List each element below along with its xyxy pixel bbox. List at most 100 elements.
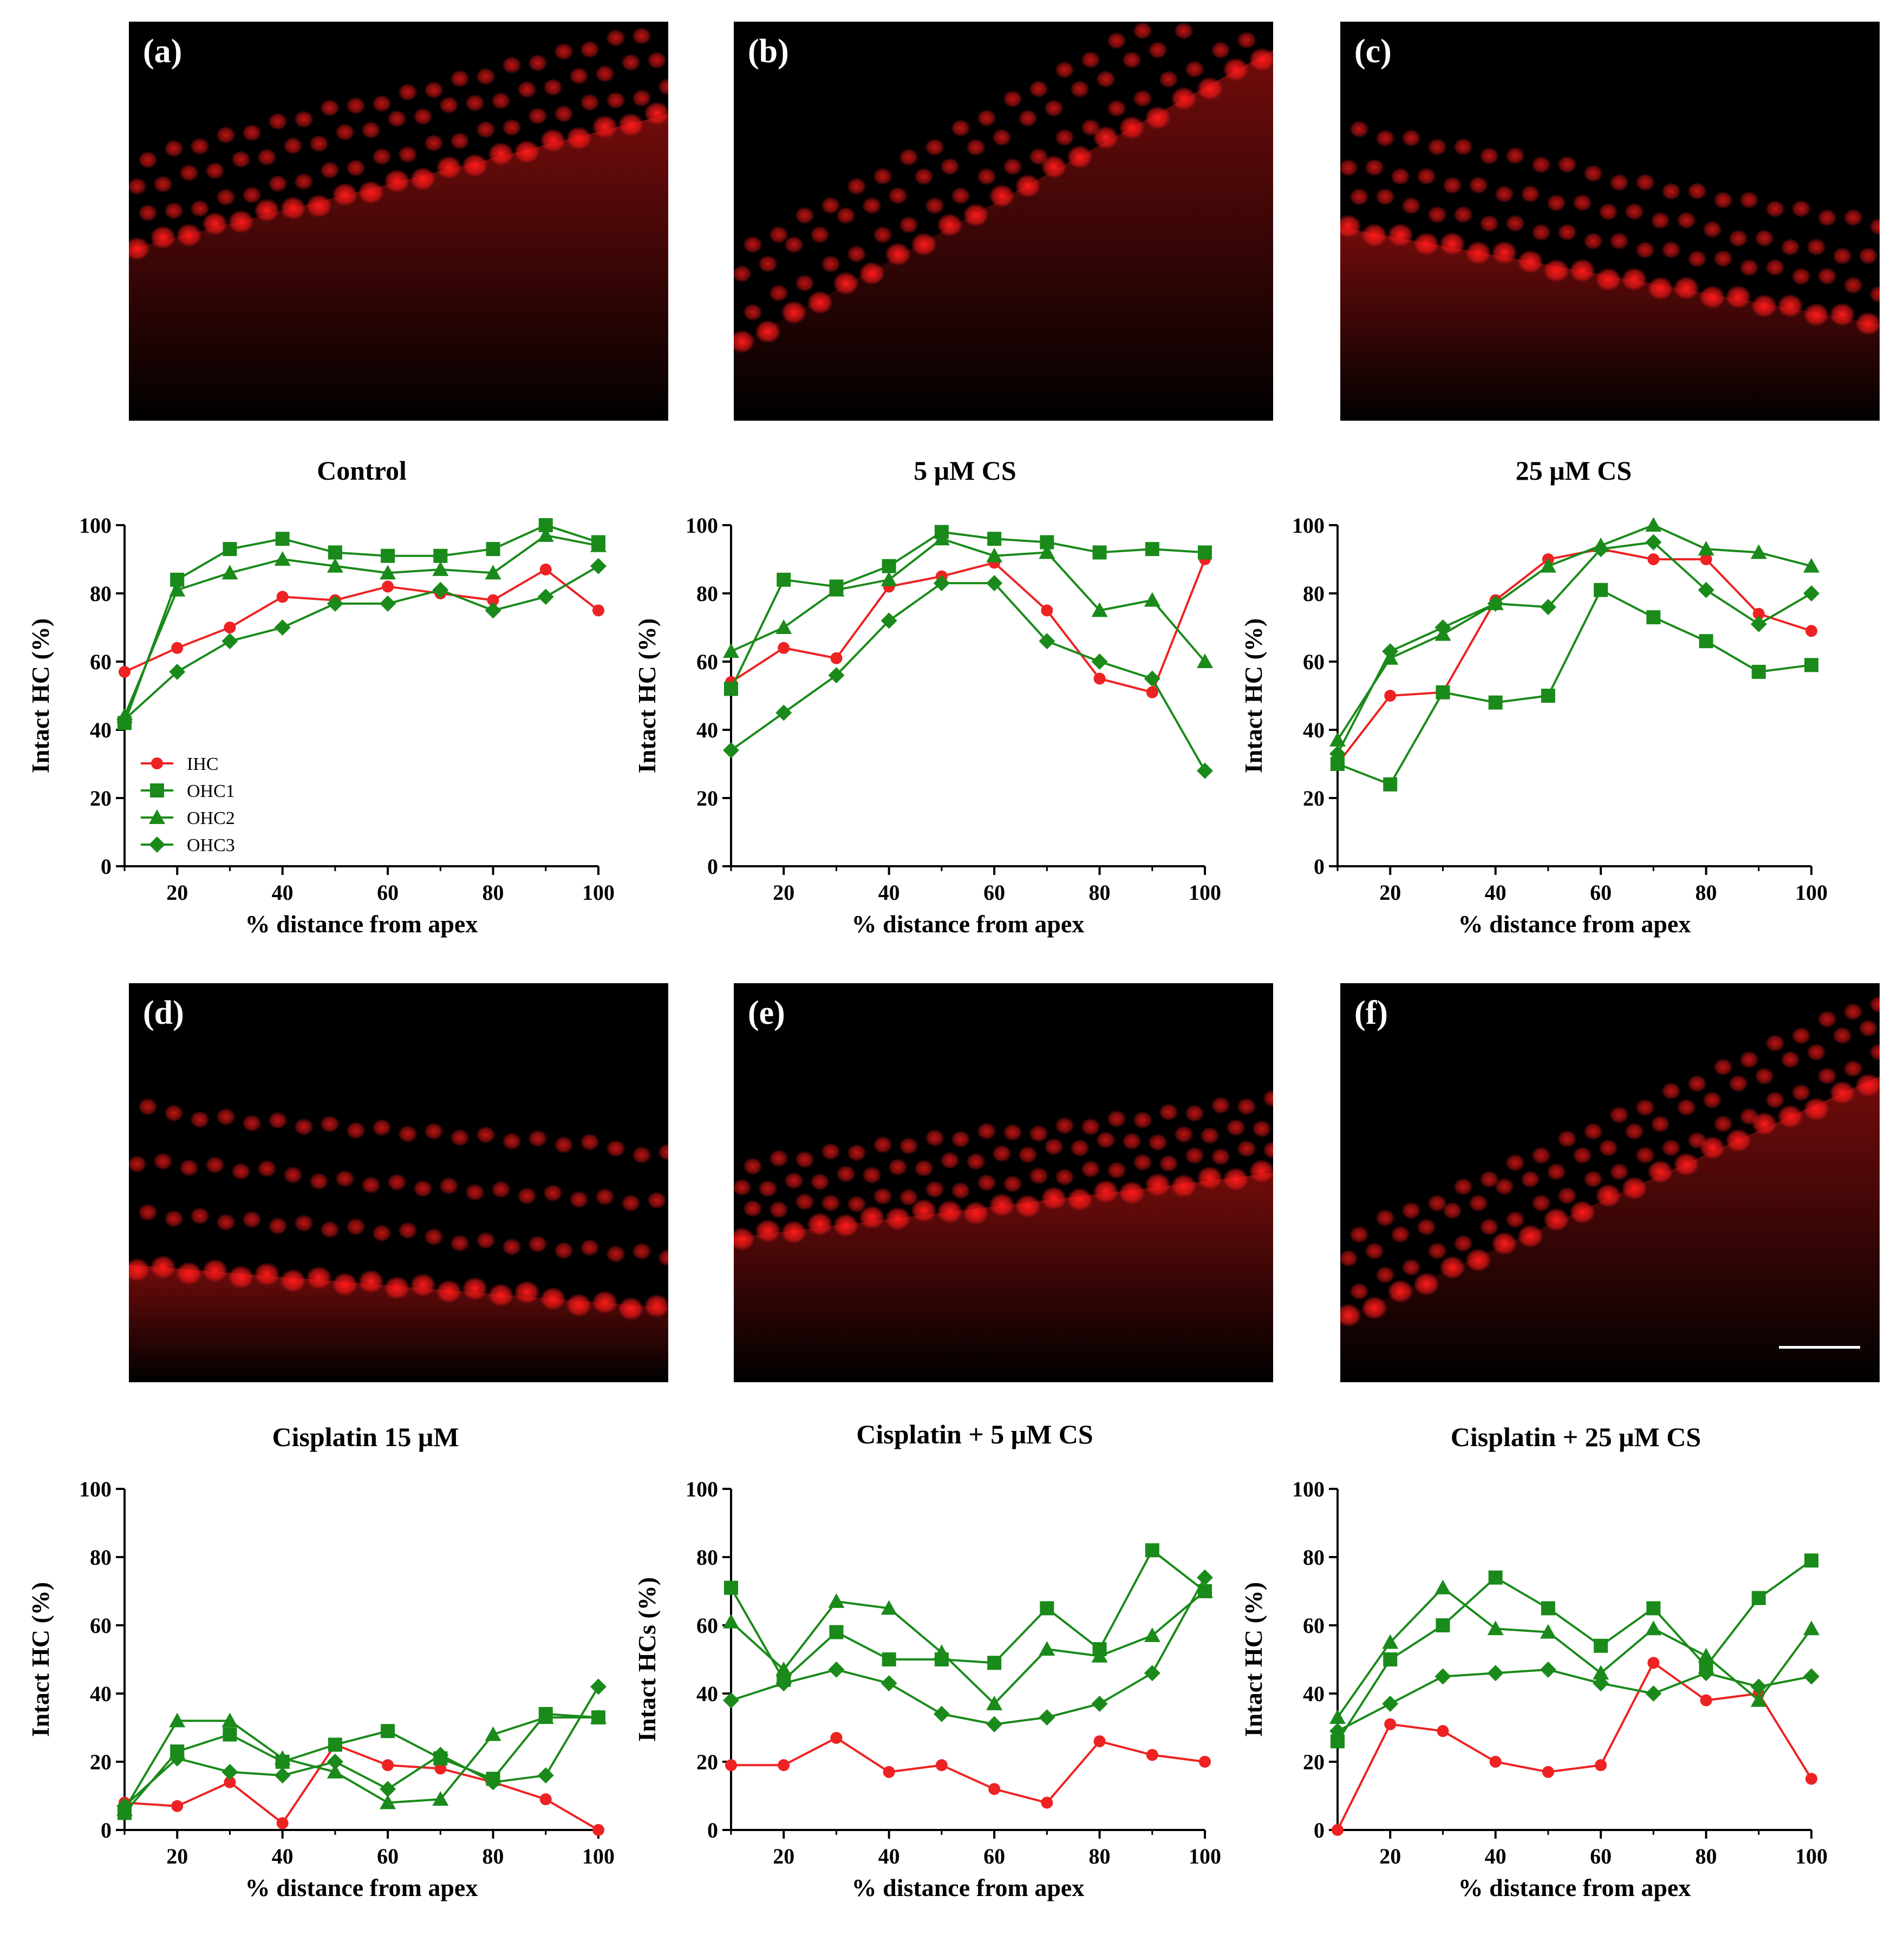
hair-cell: [1263, 1089, 1273, 1108]
hair-cell: [1443, 176, 1462, 194]
data-point-ohc2: [221, 565, 238, 580]
hair-cell: [569, 67, 589, 85]
tissue-band: [734, 50, 1273, 421]
hair-cell: [734, 265, 752, 283]
hair-cell: [1817, 1067, 1837, 1085]
data-point-ohc2: [485, 1726, 501, 1741]
hair-cell: [1725, 285, 1751, 309]
data-point-ohc3: [775, 1675, 792, 1692]
hair-cell: [1531, 223, 1551, 241]
hair-cell: [398, 146, 418, 164]
hair-cell: [190, 1110, 210, 1129]
hair-cell: [621, 1194, 641, 1212]
legend-label-ohc1: OHC1: [187, 781, 235, 801]
hair-cell: [1427, 1242, 1447, 1260]
hair-cell: [632, 1242, 651, 1260]
hair-cell: [1621, 267, 1647, 291]
hair-cell: [795, 274, 814, 292]
chart-title-control: Control: [317, 455, 407, 486]
hair-cell: [925, 1129, 944, 1147]
chart-title-cisplatin-5um-cs: Cisplatin + 5 μM CS: [856, 1419, 1093, 1449]
hair-cell: [1029, 80, 1048, 98]
hair-cell: [743, 1158, 762, 1175]
hair-cell: [1469, 1194, 1488, 1212]
hair-cell: [781, 300, 807, 324]
hair-cell: [294, 173, 314, 191]
data-point-ihc: [1700, 553, 1712, 565]
hair-cell: [795, 1193, 814, 1211]
hair-cell: [580, 94, 599, 112]
hair-cell: [517, 81, 537, 99]
hair-cell: [332, 182, 358, 206]
hair-cell: [1673, 1152, 1699, 1176]
hair-cell: [1699, 285, 1725, 309]
hair-cell: [372, 95, 392, 113]
hair-cell: [242, 186, 262, 204]
data-point-ohc2: [327, 558, 343, 573]
data-point-ohc1: [1594, 583, 1608, 597]
hair-cell: [150, 1255, 176, 1279]
series-line-ohc3: [730, 582, 1206, 772]
hair-cell: [1055, 1116, 1074, 1135]
chart-title-cisplatin-25um-cs: Cisplatin + 25 μM CS: [1450, 1422, 1701, 1452]
hair-cell: [1791, 267, 1811, 285]
data-point-ihc: [382, 1759, 394, 1771]
x-tick-label: 20: [166, 880, 188, 905]
hair-cell: [821, 1142, 840, 1161]
data-point-ohc3: [327, 1754, 343, 1770]
data-point-ohc2: [432, 1791, 449, 1806]
tissue-band: [129, 1265, 668, 1382]
hair-cell: [413, 108, 433, 126]
hair-cell: [899, 216, 918, 234]
y-tick-label: 80: [90, 1545, 112, 1570]
hair-cell: [1249, 48, 1273, 71]
tissue-band: [1340, 227, 1880, 421]
x-tick-label: 80: [1089, 1844, 1111, 1868]
x-tick-label: 20: [1379, 1844, 1401, 1868]
hair-cell: [398, 1221, 418, 1239]
hair-cell: [899, 1137, 918, 1155]
legend-marker-ohc1: [150, 783, 164, 797]
hair-cell: [592, 115, 618, 139]
data-point-ihc: [1384, 690, 1397, 702]
data-point-ohc2: [1750, 1692, 1767, 1707]
data-point-ohc2: [1197, 1583, 1213, 1598]
hair-cell: [966, 138, 986, 156]
hair-cell: [1401, 197, 1421, 215]
hair-cell: [595, 65, 615, 83]
hair-cell: [859, 262, 885, 285]
micrograph-f: (f): [1340, 983, 1880, 1382]
data-point-ohc3: [485, 1774, 501, 1790]
hair-cell: [1803, 1097, 1829, 1121]
hair-cell: [847, 1143, 866, 1162]
x-tick-label: 100: [1795, 1844, 1828, 1868]
hair-cell: [1081, 51, 1100, 69]
hair-cell: [1583, 165, 1603, 182]
data-point-ihc: [1647, 553, 1660, 565]
data-point-ihc: [539, 1793, 552, 1806]
data-point-ohc2: [1593, 1665, 1609, 1680]
hair-cell: [1495, 1178, 1514, 1195]
hair-cell: [358, 180, 384, 204]
hair-cell: [424, 1228, 444, 1246]
hair-cell: [1029, 1125, 1048, 1143]
hair-cell: [462, 1277, 488, 1300]
hair-cell: [1349, 1226, 1369, 1244]
y-tick-label: 80: [696, 1545, 718, 1570]
hair-cell: [1635, 241, 1655, 259]
hair-cell: [1361, 223, 1387, 247]
hair-cell: [268, 1112, 288, 1129]
hair-cell: [1609, 173, 1629, 192]
hair-cell: [1609, 1163, 1629, 1181]
hair-cell: [658, 1143, 668, 1161]
hair-cell: [1635, 173, 1655, 191]
hair-cell: [1677, 211, 1696, 230]
hair-cell: [346, 159, 366, 177]
hair-cell: [647, 51, 667, 69]
y-tick-label: 80: [1303, 1545, 1325, 1570]
hair-cell: [1479, 214, 1499, 233]
data-point-ihc: [830, 1731, 843, 1744]
hair-cell: [1479, 1218, 1499, 1236]
data-point-ohc1: [1145, 542, 1159, 557]
hair-cell: [847, 1195, 866, 1213]
